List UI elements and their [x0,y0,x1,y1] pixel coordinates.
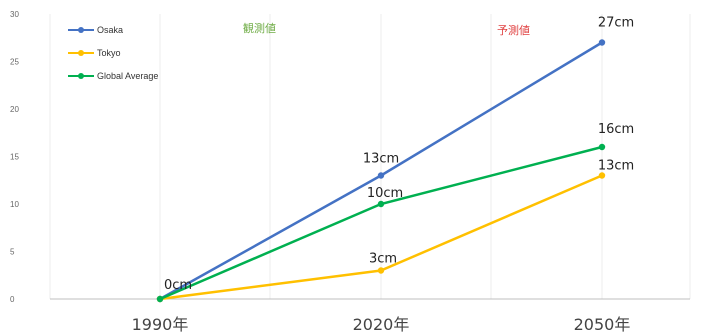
data-label-osaka: 13cm [363,152,399,167]
data-label-tokyo: 3cm [369,252,397,267]
y-tick-label: 15 [10,153,19,162]
legend-swatch-osaka [68,26,94,33]
y-tick-label: 25 [10,58,19,67]
legend-item-osaka: Osaka [68,18,158,41]
y-tick-label: 30 [10,10,19,19]
data-point-global-average [377,200,385,208]
annotation-observed: 観測値 [243,22,276,35]
data-point-osaka [377,172,385,179]
data-label-global-average: 0cm [164,278,192,293]
x-tick-label: 2020年 [353,315,410,334]
legend-label-tokyo: Tokyo [97,47,121,58]
y-tick-label: 10 [10,200,19,209]
y-tick-label: 20 [10,105,19,114]
y-tick-label: 0 [10,295,15,304]
data-point-global-average [598,143,606,151]
data-point-osaka [598,39,606,46]
chart-axes: 0 5 10 15 20 25 30 1990年 2020年 2050年 [10,10,690,334]
data-point-tokyo [377,267,385,274]
annotation-predicted: 予測値 [497,24,530,37]
data-point-global-average [156,295,164,303]
legend-swatch-tokyo [68,49,94,56]
data-label-tokyo: 13cm [598,159,634,174]
chart-legend: Osaka Tokyo Global Average [68,18,158,87]
legend-item-global-average: Global Average [68,64,158,87]
data-label-global-average: 16cm [598,122,634,137]
x-tick-label: 1990年 [132,315,189,334]
data-label-osaka: 27cm [598,16,634,31]
chart-grid [49,14,691,299]
legend-label-osaka: Osaka [97,24,124,35]
chart-data-labels: 13cm 27cm 3cm 13cm 0cm 10cm 16cm [164,16,634,294]
legend-label-global-average: Global Average [97,70,159,81]
data-label-global-average: 10cm [367,186,403,201]
y-tick-label: 5 [10,248,15,257]
chart-series [156,39,606,303]
x-tick-label: 2050年 [574,315,631,334]
data-point-tokyo [598,172,606,179]
legend-item-tokyo: Tokyo [68,41,158,64]
legend-swatch-global-average [68,72,94,79]
